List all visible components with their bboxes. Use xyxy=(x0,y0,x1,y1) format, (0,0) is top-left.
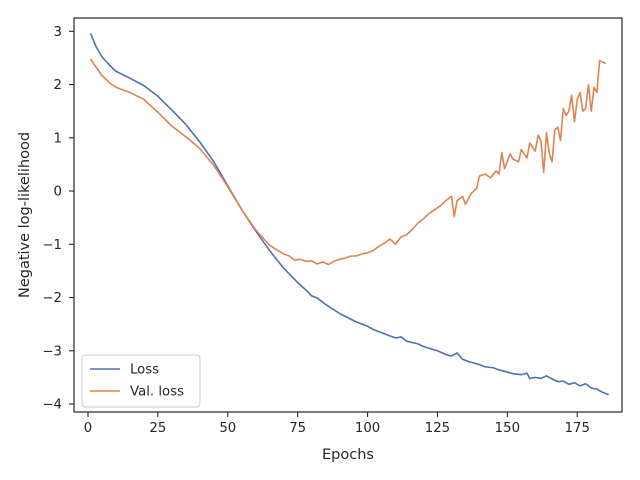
y-tick-label: 2 xyxy=(54,78,62,93)
legend: Loss Val. loss xyxy=(81,354,201,408)
series-line-val-loss xyxy=(89,58,607,266)
x-tick-label: 50 xyxy=(219,421,236,436)
x-tick-label: 150 xyxy=(495,421,520,436)
plot-frame xyxy=(73,17,623,413)
x-axis-label: Epochs xyxy=(322,447,374,463)
y-axis-ticks: 3 2 1 0 −1 −2 −3 −4 xyxy=(42,25,74,413)
x-tick-label: 75 xyxy=(289,421,306,436)
y-tick-label: −4 xyxy=(42,398,62,413)
legend-label-loss: Loss xyxy=(130,363,159,378)
y-tick-label: 3 xyxy=(54,25,62,40)
y-tick-label: −2 xyxy=(42,291,62,306)
x-tick-label: 25 xyxy=(149,421,166,436)
y-tick-label: −3 xyxy=(42,344,62,359)
y-tick-label: 0 xyxy=(54,185,62,200)
series-lines xyxy=(89,33,609,396)
plot-area xyxy=(74,18,622,412)
series-line-loss xyxy=(89,33,609,396)
x-tick-label: 0 xyxy=(84,421,92,436)
y-tick-label: 1 xyxy=(54,131,62,146)
legend-box xyxy=(81,354,201,408)
legend-label-val-loss: Val. loss xyxy=(130,385,184,400)
x-tick-label: 125 xyxy=(425,421,450,436)
y-axis-label: Negative log-likelihood xyxy=(17,132,33,298)
x-tick-label: 175 xyxy=(565,421,590,436)
y-tick-label: −1 xyxy=(42,238,62,253)
x-tick-label: 100 xyxy=(355,421,380,436)
x-axis-ticks: 0 25 50 75 100 125 150 175 xyxy=(84,412,590,436)
